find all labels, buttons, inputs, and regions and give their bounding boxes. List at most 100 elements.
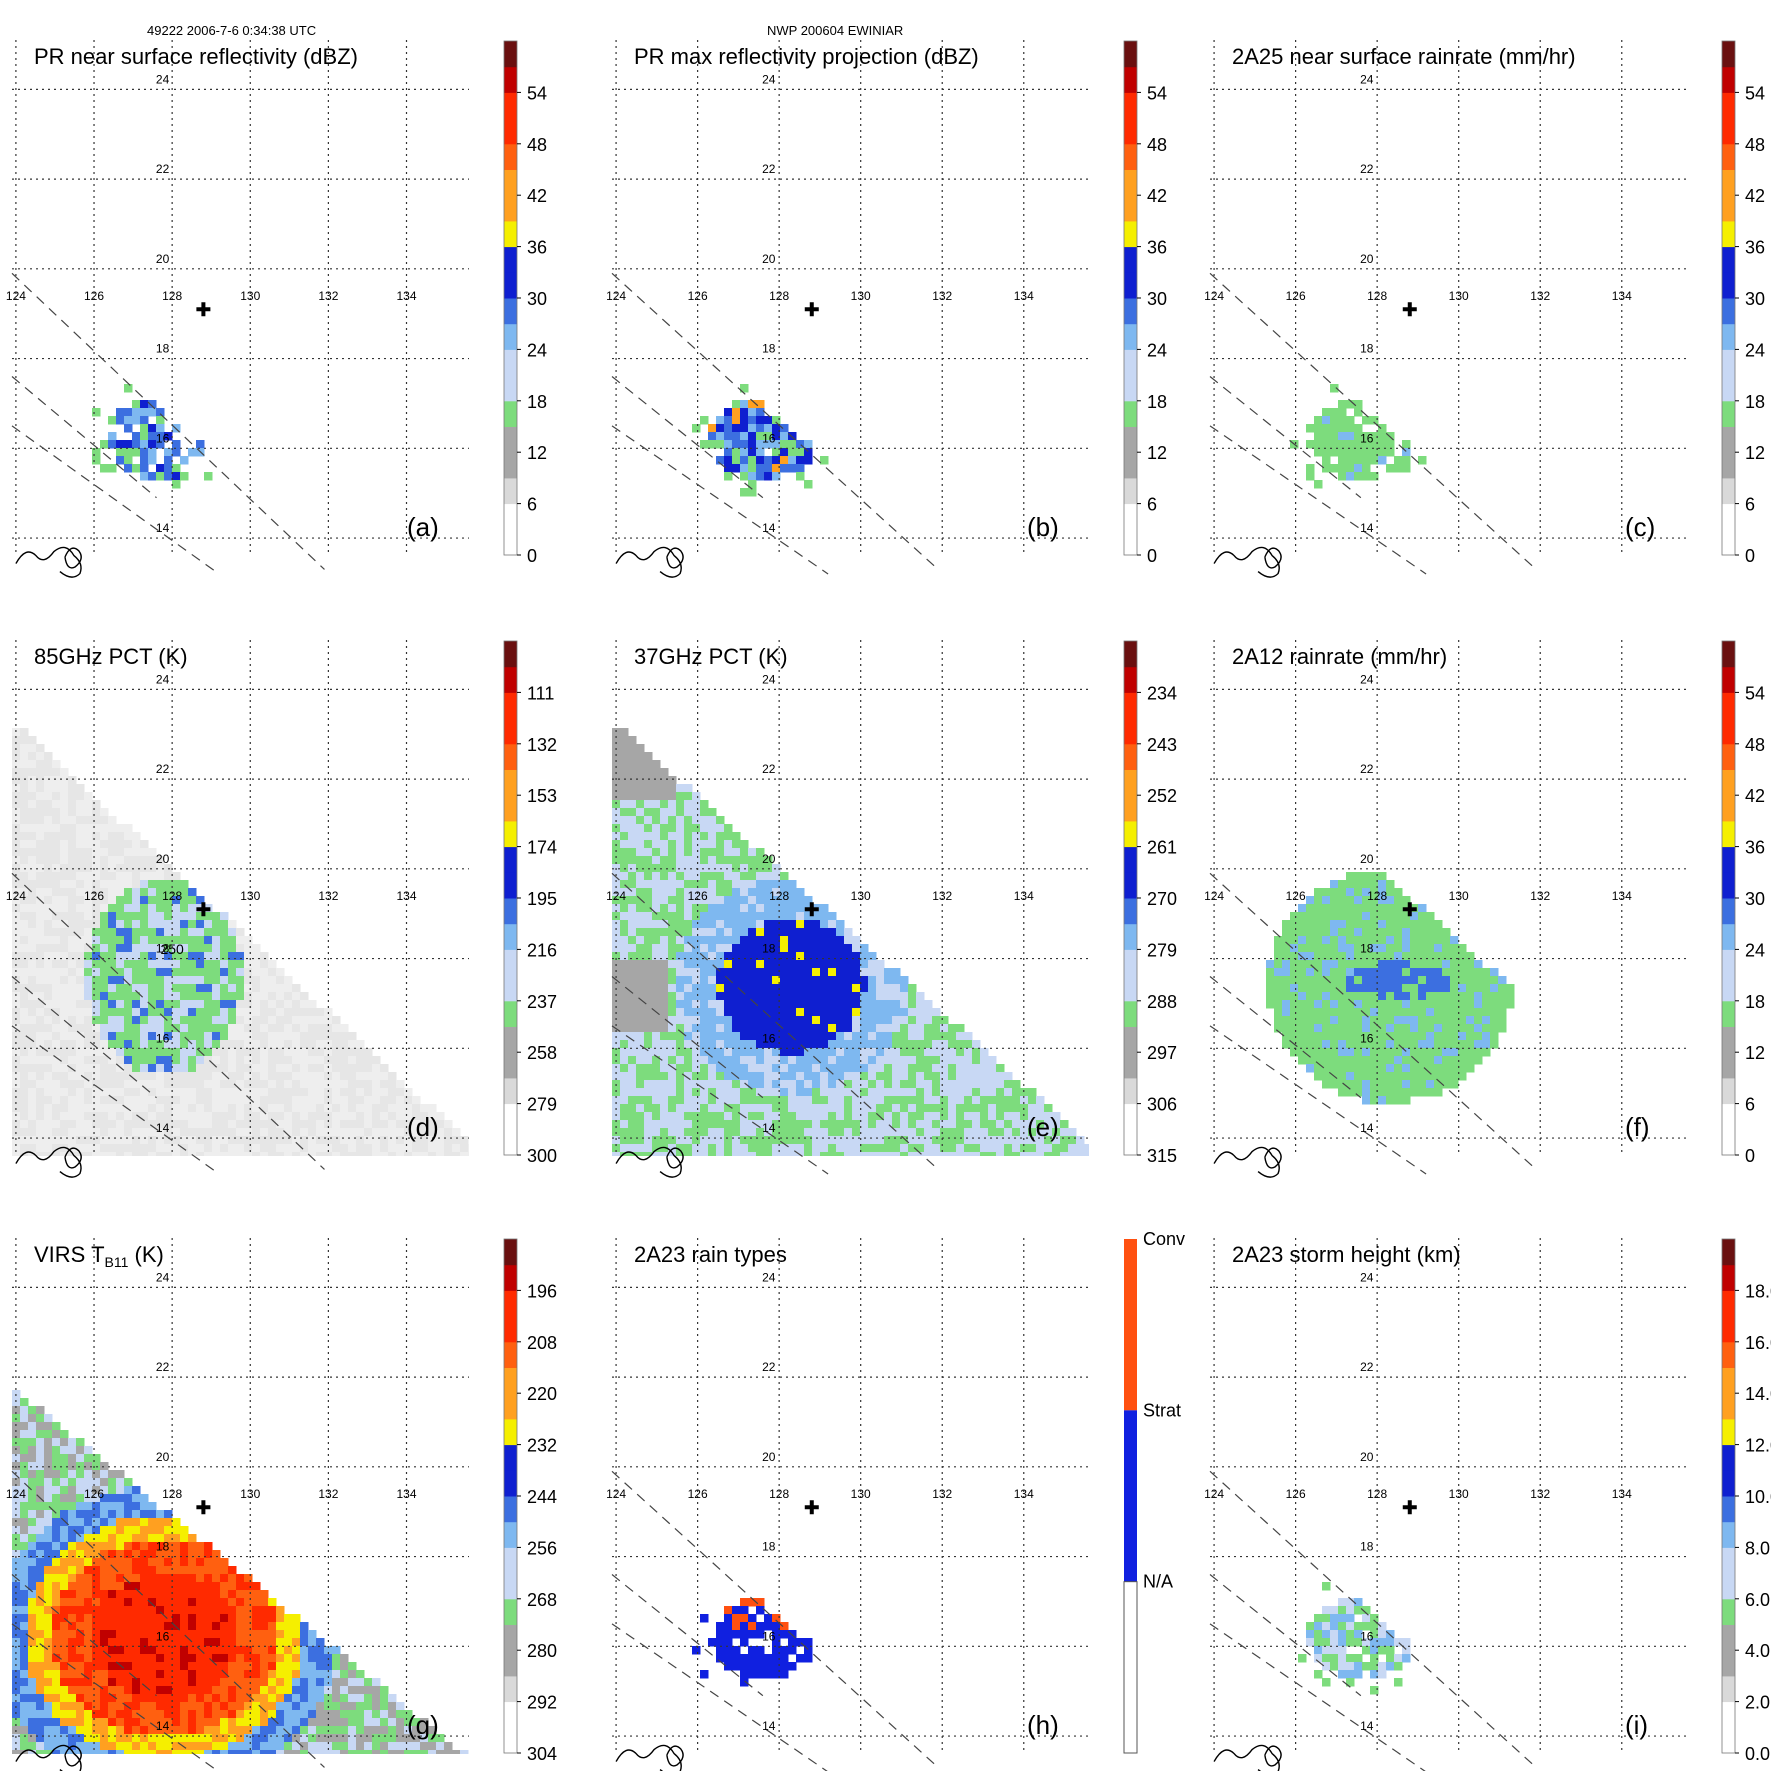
lat-tick-label: 20 [156, 252, 170, 266]
pixel-cell [1338, 1008, 1347, 1017]
pixel-cell [1274, 936, 1283, 945]
field-g [12, 1390, 469, 1754]
pixel-cell [284, 992, 293, 1001]
pixel-cell [836, 976, 845, 985]
pixel-cell [796, 1104, 805, 1113]
pixel-cell [1506, 984, 1515, 993]
pixel-cell [20, 1414, 29, 1423]
colorbar-band [1722, 898, 1735, 925]
pixel-cell [260, 1040, 269, 1049]
pixel-cell [828, 1128, 837, 1137]
pixel-cell [44, 992, 53, 1001]
pixel-cell [748, 976, 757, 985]
pixel-cell [332, 1080, 341, 1089]
pixel-cell [52, 1128, 61, 1137]
pixel-cell [44, 1454, 53, 1463]
pixel-cell [1306, 896, 1315, 905]
pixel-cell [124, 1000, 133, 1009]
pixel-cell [68, 952, 77, 961]
pixel-cell [100, 1072, 109, 1081]
pixel-cell [884, 1128, 893, 1137]
pixel-cell [644, 768, 653, 777]
pixel-cell [924, 1000, 933, 1009]
pixel-cell [964, 1040, 973, 1049]
lat-tick-label: 22 [1360, 762, 1374, 776]
pixel-cell [444, 1136, 453, 1145]
pixel-cell [1346, 888, 1355, 897]
pixel-cell [788, 1016, 797, 1025]
colorbar-tick-label: 237 [527, 992, 557, 1012]
colorbar-tick-label: 0 [1745, 546, 1755, 566]
pixel-cell [708, 936, 717, 945]
pixel-cell [36, 1000, 45, 1009]
pixel-cell [764, 968, 773, 977]
pixel-cell [804, 936, 813, 945]
pixel-cell [60, 1494, 69, 1503]
pixel-cell [140, 920, 149, 929]
pixel-cell [644, 784, 653, 793]
pixel-cell [292, 1032, 301, 1041]
pixel-cell [412, 1096, 421, 1105]
pixel-cell [92, 1144, 101, 1153]
pixel-cell [156, 968, 165, 977]
pixel-cell [1386, 1008, 1395, 1017]
graticule [1209, 40, 1687, 575]
pixel-cell [180, 984, 189, 993]
pixel-cell [20, 1008, 29, 1017]
pixel-cell [1338, 1000, 1347, 1009]
pixel-cell [836, 1088, 845, 1097]
pixel-cell [1044, 1128, 1053, 1137]
pixel-cell [740, 984, 749, 993]
pixel-cell [20, 1144, 29, 1153]
pixel-cell [100, 1558, 109, 1567]
pixel-cell [348, 1072, 357, 1081]
pixel-cell [796, 1032, 805, 1041]
colorbar-band [504, 949, 517, 976]
pixel-cell [1418, 976, 1427, 985]
pixel-cell [116, 1048, 125, 1057]
pixel-cell [1402, 952, 1411, 961]
pixel-cell [628, 1136, 637, 1145]
pixel-cell [1362, 464, 1371, 473]
pixel-cell [276, 1000, 285, 1009]
pixel-cell [1378, 968, 1387, 977]
pixel-cell [876, 976, 885, 985]
colorbar-band [1124, 975, 1137, 1002]
pixel-cell [1012, 1104, 1021, 1113]
pixel-cell [660, 976, 669, 985]
pixel-cell [236, 1000, 245, 1009]
pixel-cell [92, 848, 101, 857]
colorbar-band [1124, 898, 1137, 925]
pixel-cell [748, 904, 757, 913]
pixel-cell [28, 864, 37, 873]
pixel-cell [52, 1040, 61, 1049]
pixel-cell [52, 1000, 61, 1009]
pixel-cell [748, 968, 757, 977]
pixel-cell [916, 1096, 925, 1105]
pixel-cell [1076, 1136, 1085, 1145]
pixel-cell [804, 1088, 813, 1097]
pixel-cell [188, 1120, 197, 1129]
pixel-cell [852, 992, 861, 1001]
pixel-cell [980, 1128, 989, 1137]
pixel-cell [1370, 952, 1379, 961]
pixel-cell [1012, 1128, 1021, 1137]
pixel-cell [68, 1526, 77, 1535]
pixel-cell [108, 1016, 117, 1025]
pixel-cell [276, 1112, 285, 1121]
pixel-cell [772, 1016, 781, 1025]
pixel-cell [1442, 928, 1451, 937]
pixel-cell [612, 1136, 621, 1145]
pixel-cell [268, 1064, 277, 1073]
pixel-cell [436, 1144, 445, 1153]
pixel-cell [652, 872, 661, 881]
pixel-cell [660, 1064, 669, 1073]
pixel-cell [724, 432, 733, 441]
pixel-cell [756, 920, 765, 929]
pixel-cell [940, 1088, 949, 1097]
pixel-cell [220, 968, 229, 977]
pixel-cell [1354, 904, 1363, 913]
pixel-cell [964, 1072, 973, 1081]
colorbar-band [504, 169, 517, 196]
pixel-cell [764, 1080, 773, 1089]
